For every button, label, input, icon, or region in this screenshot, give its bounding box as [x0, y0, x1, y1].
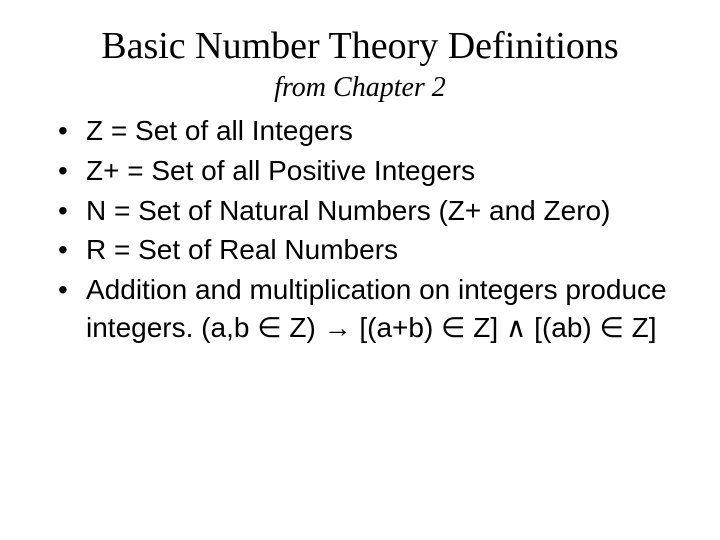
bullet-list: Z = Set of all Integers Z+ = Set of all … [40, 112, 680, 347]
list-item: R = Set of Real Numbers [58, 231, 680, 269]
list-item: Z+ = Set of all Positive Integers [58, 152, 680, 190]
slide-title: Basic Number Theory Definitions [40, 24, 680, 68]
slide-subtitle: from Chapter 2 [40, 72, 680, 104]
list-item: Z = Set of all Integers [58, 112, 680, 150]
list-item: Addition and multiplication on integers … [58, 271, 680, 347]
list-item: N = Set of Natural Numbers (Z+ and Zero) [58, 192, 680, 230]
